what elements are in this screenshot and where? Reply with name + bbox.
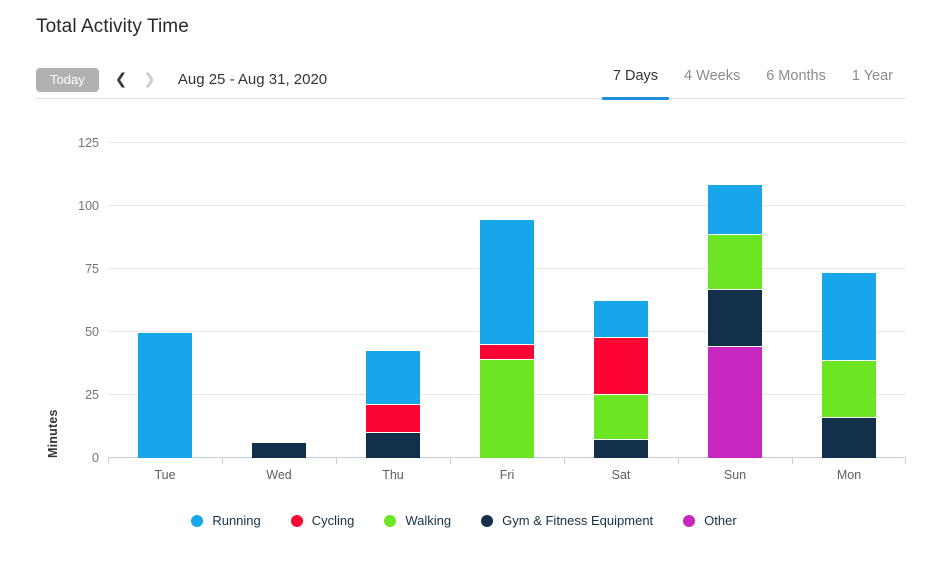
legend-item-walking[interactable]: Walking — [384, 513, 451, 528]
y-tick-label-25: 25 — [85, 388, 99, 402]
bar-column-wed[interactable] — [222, 143, 336, 458]
axis-tick — [108, 458, 109, 464]
bar-column-mon[interactable] — [792, 143, 906, 458]
x-axis-label-mon: Mon — [836, 468, 862, 482]
legend-dot-other — [683, 514, 696, 527]
bar-segment-running[interactable] — [708, 184, 762, 235]
axis-tick — [678, 458, 679, 464]
y-axis-title: Minutes — [46, 409, 60, 458]
x-axis-labels: Tue Wed Thu Fri Sat Sun Mon — [108, 468, 906, 482]
legend-item-running[interactable]: Running — [191, 513, 261, 528]
x-axis-label-tue: Tue — [154, 468, 176, 482]
y-tick-label-100: 100 — [78, 199, 99, 213]
bar-segment-gym-fitness-equipment[interactable] — [708, 290, 762, 348]
bar-segment-gym-fitness-equipment[interactable] — [822, 417, 876, 458]
y-tick-label-0: 0 — [92, 451, 99, 465]
bar-segment-cycling[interactable] — [366, 405, 420, 433]
bar-column-thu[interactable] — [336, 143, 450, 458]
legend-label-gym-fitness-equipment: Gym & Fitness Equipment — [502, 513, 654, 528]
legend-item-other[interactable]: Other — [683, 513, 737, 528]
y-tick-label-50: 50 — [85, 325, 99, 339]
bar-column-sun[interactable] — [678, 143, 792, 458]
bar-segment-walking[interactable] — [594, 395, 648, 441]
chevron-right-icon[interactable]: ❯ — [139, 72, 160, 87]
legend-item-gym-fitness-equipment[interactable]: Gym & Fitness Equipment — [481, 513, 653, 528]
axis-tick — [450, 458, 451, 464]
bar-column-fri[interactable] — [450, 143, 564, 458]
bar-segment-gym-fitness-equipment[interactable] — [366, 432, 420, 458]
axis-tick — [564, 458, 565, 464]
bar-segment-gym-fitness-equipment[interactable] — [594, 440, 648, 458]
y-tick-label-125: 125 — [78, 136, 99, 150]
stacked-bar-sat[interactable] — [594, 143, 648, 458]
tab-4-weeks[interactable]: 4 Weeks — [671, 68, 753, 98]
chevron-left-icon[interactable]: ❮ — [111, 72, 132, 87]
stacked-bar-tue[interactable] — [138, 143, 192, 458]
y-tick-label-75: 75 — [85, 262, 99, 276]
tab-6-months[interactable]: 6 Months — [753, 68, 839, 98]
x-axis-label-wed: Wed — [266, 468, 292, 482]
axis-tick — [905, 458, 906, 464]
page-title: Total Activity Time — [36, 16, 189, 37]
bar-segment-walking[interactable] — [708, 235, 762, 291]
bar-segment-cycling[interactable] — [594, 338, 648, 396]
axis-tick — [222, 458, 223, 464]
today-button[interactable]: Today — [36, 67, 99, 92]
stacked-bar-mon[interactable] — [822, 143, 876, 458]
legend-label-cycling: Cycling — [311, 513, 355, 528]
legend-dot-cycling — [290, 514, 303, 527]
axis-tick — [336, 458, 337, 464]
gridline-100 — [108, 205, 906, 206]
activity-time-page: Total Activity Time Today ❮ ❯ Aug 25 - A… — [0, 16, 928, 567]
x-axis-label-sat: Sat — [611, 468, 631, 482]
legend-item-cycling[interactable]: Cycling — [290, 513, 355, 528]
bar-segment-running[interactable] — [822, 272, 876, 361]
x-axis-label-thu: Thu — [382, 468, 404, 482]
axis-tick — [792, 458, 793, 464]
x-axis-label-fri: Fri — [499, 468, 515, 482]
tab-1-year[interactable]: 1 Year — [839, 68, 906, 98]
stacked-bar-fri[interactable] — [480, 143, 534, 458]
bar-segment-gym-fitness-equipment[interactable] — [252, 442, 306, 458]
x-axis-ticks — [108, 458, 906, 465]
bar-segment-running[interactable] — [480, 219, 534, 345]
tab-7-days[interactable]: 7 Days — [600, 68, 671, 100]
period-tabs: 7 Days 4 Weeks 6 Months 1 Year — [600, 68, 906, 100]
date-range-label: Aug 25 - Aug 31, 2020 — [177, 71, 328, 88]
legend-dot-gym-fitness-equipment — [481, 514, 494, 527]
gridline-125 — [108, 142, 906, 143]
bar-segment-walking[interactable] — [822, 361, 876, 418]
stacked-bar-chart: Minutes 0 25 50 75 100 125 Tue Wed Thu Fri Sat Sun… — [46, 136, 906, 482]
bar-segment-running[interactable] — [594, 300, 648, 339]
legend-label-walking: Walking — [405, 513, 452, 528]
bar-column-sat[interactable] — [564, 143, 678, 458]
x-axis-label-sun: Sun — [723, 468, 747, 482]
bar-segment-other[interactable] — [708, 347, 762, 458]
bar-segment-running[interactable] — [138, 333, 192, 458]
plot-columns — [108, 143, 906, 458]
y-tick-labels: 0 25 50 75 100 125 — [65, 136, 99, 465]
bar-segment-cycling[interactable] — [480, 344, 534, 360]
stacked-bar-wed[interactable] — [252, 143, 306, 458]
legend-label-running: Running — [212, 513, 261, 528]
toolbar: Today ❮ ❯ Aug 25 - Aug 31, 2020 7 Days 4… — [36, 67, 906, 100]
legend: Running Cycling Walking Gym & Fitness Equip… — [0, 513, 928, 528]
legend-label-other: Other — [704, 513, 737, 528]
stacked-bar-thu[interactable] — [366, 143, 420, 458]
bar-column-tue[interactable] — [108, 143, 222, 458]
legend-dot-walking — [384, 514, 397, 527]
stacked-bar-sun[interactable] — [708, 143, 762, 458]
bar-segment-walking[interactable] — [480, 359, 534, 458]
bar-segment-running[interactable] — [366, 350, 420, 406]
legend-dot-running — [191, 514, 204, 527]
